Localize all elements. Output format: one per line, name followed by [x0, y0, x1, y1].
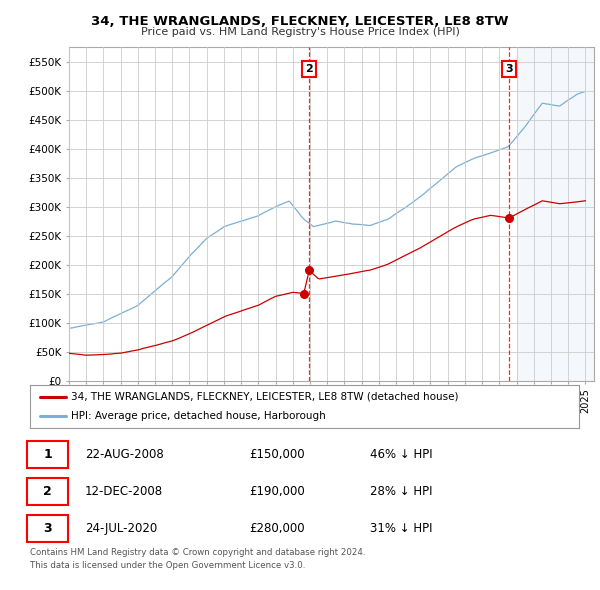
Text: £150,000: £150,000	[250, 448, 305, 461]
Text: This data is licensed under the Open Government Licence v3.0.: This data is licensed under the Open Gov…	[30, 561, 305, 570]
Text: 46% ↓ HPI: 46% ↓ HPI	[370, 448, 433, 461]
Text: Contains HM Land Registry data © Crown copyright and database right 2024.: Contains HM Land Registry data © Crown c…	[30, 548, 365, 557]
Text: 22-AUG-2008: 22-AUG-2008	[85, 448, 164, 461]
Text: 12-DEC-2008: 12-DEC-2008	[85, 485, 163, 498]
Text: 3: 3	[505, 64, 513, 74]
FancyBboxPatch shape	[27, 478, 68, 505]
Text: 3: 3	[43, 522, 52, 535]
Text: HPI: Average price, detached house, Harborough: HPI: Average price, detached house, Harb…	[71, 411, 326, 421]
Text: £190,000: £190,000	[250, 485, 305, 498]
Text: 31% ↓ HPI: 31% ↓ HPI	[370, 522, 433, 535]
FancyBboxPatch shape	[27, 441, 68, 468]
Text: £280,000: £280,000	[250, 522, 305, 535]
Text: 2: 2	[305, 64, 313, 74]
Text: 28% ↓ HPI: 28% ↓ HPI	[370, 485, 433, 498]
Text: Price paid vs. HM Land Registry's House Price Index (HPI): Price paid vs. HM Land Registry's House …	[140, 27, 460, 37]
Text: 34, THE WRANGLANDS, FLECKNEY, LEICESTER, LE8 8TW (detached house): 34, THE WRANGLANDS, FLECKNEY, LEICESTER,…	[71, 392, 458, 402]
Text: 2: 2	[43, 485, 52, 498]
Text: 34, THE WRANGLANDS, FLECKNEY, LEICESTER, LE8 8TW: 34, THE WRANGLANDS, FLECKNEY, LEICESTER,…	[91, 15, 509, 28]
FancyBboxPatch shape	[27, 516, 68, 542]
Bar	[517, 47, 594, 381]
Text: 24-JUL-2020: 24-JUL-2020	[85, 522, 157, 535]
Text: 1: 1	[43, 448, 52, 461]
